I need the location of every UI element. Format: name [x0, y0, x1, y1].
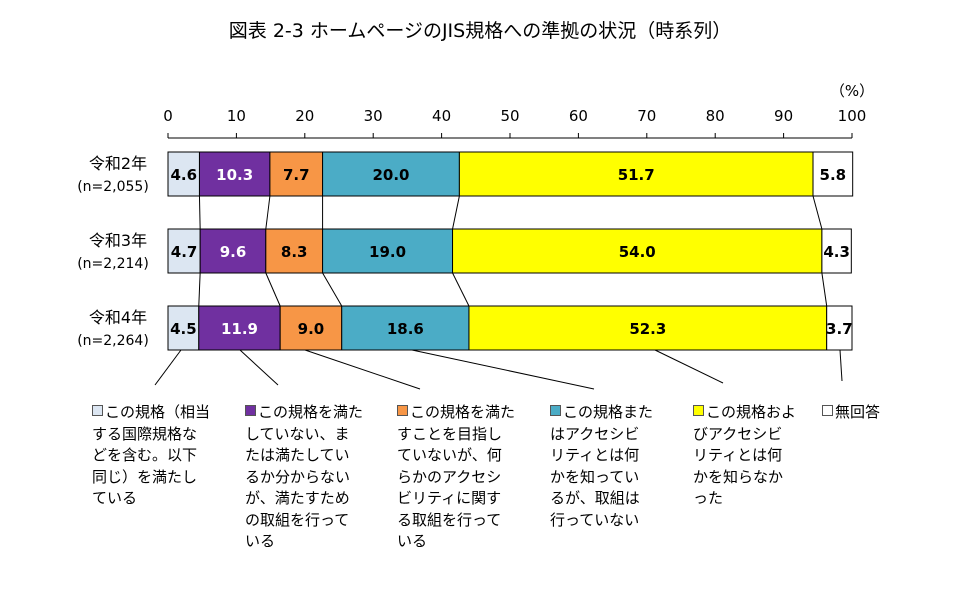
category-label: 令和3年 [89, 231, 147, 250]
data-label: 7.7 [283, 166, 310, 184]
unit-label: （%） [830, 82, 874, 100]
data-label: 3.7 [826, 320, 853, 338]
legend-leader-line [304, 349, 421, 390]
data-label: 51.7 [618, 166, 655, 184]
legend-leader-line [411, 349, 595, 390]
legend-label: この規格およ びアクセシビ リティとは何 かを知らなか った [693, 403, 797, 507]
category-label: 令和2年 [89, 154, 147, 173]
bar-segment [341, 305, 470, 351]
connector-line [322, 272, 343, 307]
bar-segment [279, 305, 343, 351]
legend-item: この規格およ びアクセシビ リティとは何 かを知らなか った [693, 402, 796, 510]
connector-line [812, 195, 823, 230]
legend-leader-line [154, 349, 182, 386]
x-tick-label: 50 [500, 107, 519, 125]
connector-line [821, 272, 828, 307]
legend-label: この規格を満た していない、ま たは満たしてい るか分からない が、満たすため … [245, 403, 364, 550]
chart-title: 図表 2-3 ホームページのJIS規格への準拠の状況（時系列） [229, 20, 731, 42]
bar-segment [322, 228, 454, 274]
x-tick-label: 90 [774, 107, 793, 125]
bar-segment [167, 305, 200, 351]
legend-label: この規格また はアクセシビ リティとは何 かを知ってい るが、取組は 行っていな… [550, 403, 654, 529]
x-tick-label: 30 [364, 107, 383, 125]
bar-segment [269, 151, 324, 197]
x-tick-label: 70 [637, 107, 656, 125]
bar-segment [198, 151, 271, 197]
x-tick-label: 10 [227, 107, 246, 125]
bar-segment [452, 228, 823, 274]
bar-segment [812, 151, 854, 197]
x-tick-label: 80 [706, 107, 725, 125]
connector-line [265, 195, 271, 230]
legend-leader-line [239, 349, 279, 386]
x-tick-label: 20 [295, 107, 314, 125]
connector-line [265, 272, 281, 307]
legend-item: 無回答 [822, 402, 880, 424]
data-label: 8.3 [281, 243, 308, 261]
legend-swatch [550, 405, 561, 416]
category-n-label: (n=2,214) [77, 256, 149, 272]
data-label: 9.6 [220, 243, 247, 261]
legend-label: この規格（相当 する国際規格な どを含む。以下 同じ）を満たし ている [92, 403, 211, 507]
connector-line [198, 272, 201, 307]
legend-item: この規格また はアクセシビ リティとは何 かを知ってい るが、取組は 行っていな… [550, 402, 653, 531]
connector-line [452, 195, 460, 230]
legend-swatch [397, 405, 408, 416]
category-label: 令和4年 [89, 308, 147, 327]
category-n-label: (n=2,055) [77, 179, 149, 195]
connector-line [452, 272, 470, 307]
bar-segment [458, 151, 814, 197]
data-label: 4.6 [170, 166, 197, 184]
data-label: 54.0 [619, 243, 656, 261]
x-tick-label: 100 [838, 107, 867, 125]
connector-line [198, 195, 201, 230]
legend-leader-line [839, 349, 843, 382]
bar-segment [167, 151, 200, 197]
data-label: 5.8 [820, 166, 847, 184]
legend-item: この規格を満た すことを目指し ていないが、何 らかのアクセシ ビリティに関す … [397, 402, 515, 553]
legend-swatch [693, 405, 704, 416]
data-label: 52.3 [629, 320, 666, 338]
data-label: 10.3 [216, 166, 253, 184]
legend-swatch [92, 405, 103, 416]
data-label: 11.9 [221, 320, 258, 338]
bar-segment [468, 305, 828, 351]
x-tick-label: 0 [163, 107, 173, 125]
legend-label: 無回答 [835, 403, 881, 421]
legend-leader-line [654, 349, 724, 384]
x-tick-label: 40 [432, 107, 451, 125]
legend-swatch [822, 405, 833, 416]
legend-label: この規格を満た すことを目指し ていないが、何 らかのアクセシ ビリティに関す … [397, 403, 516, 550]
bar-segment [322, 151, 460, 197]
data-label: 20.0 [372, 166, 409, 184]
bar-segment [821, 228, 852, 274]
data-label: 4.7 [171, 243, 198, 261]
bar-segment [265, 228, 324, 274]
category-n-label: (n=2,264) [77, 333, 149, 349]
legend-swatch [245, 405, 256, 416]
legend-item: この規格（相当 する国際規格な どを含む。以下 同じ）を満たし ている [92, 402, 210, 510]
legend-item: この規格を満た していない、ま たは満たしてい るか分からない が、満たすため … [245, 402, 363, 553]
data-label: 4.5 [170, 320, 197, 338]
data-label: 9.0 [298, 320, 325, 338]
bar-segment [199, 228, 267, 274]
data-label: 19.0 [369, 243, 406, 261]
x-tick-label: 60 [569, 107, 588, 125]
bar-segment [826, 305, 853, 351]
data-label: 4.3 [823, 243, 850, 261]
data-label: 18.6 [387, 320, 424, 338]
